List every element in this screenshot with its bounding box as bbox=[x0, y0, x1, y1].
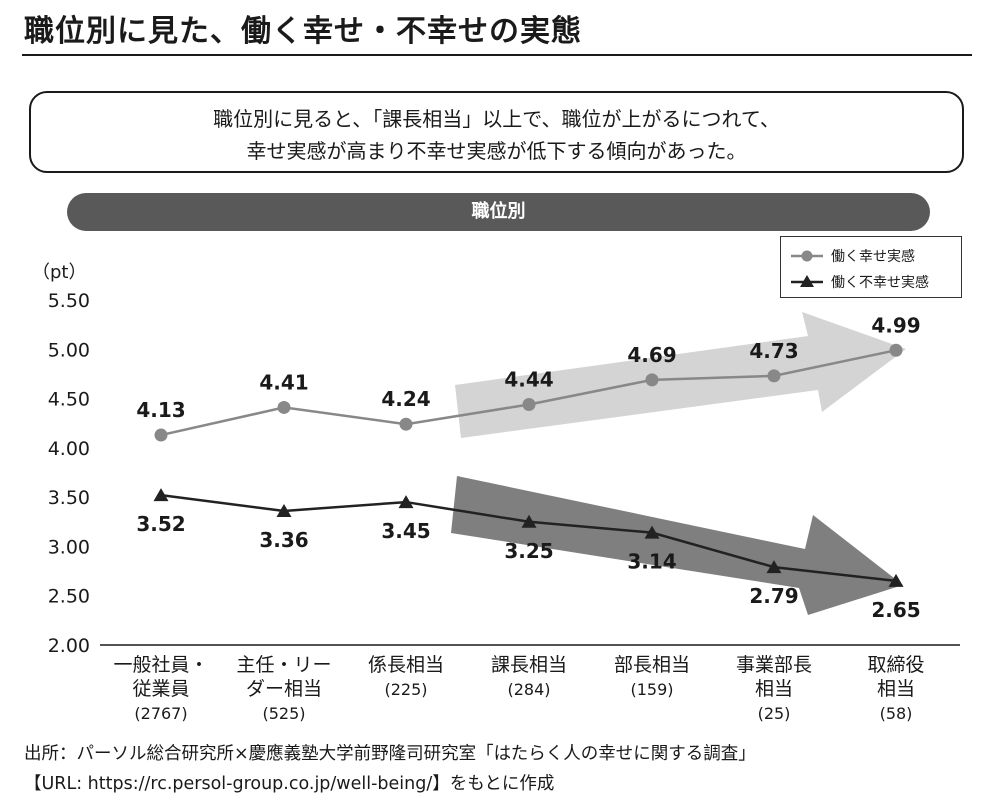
y-axis-unit: （pt） bbox=[32, 262, 87, 283]
data-label: 2.65 bbox=[871, 598, 920, 622]
x-category-label: (25) bbox=[758, 704, 791, 723]
legend-triangle-marker-icon bbox=[791, 275, 823, 287]
data-point bbox=[766, 560, 782, 574]
x-category-label: (2767) bbox=[134, 704, 187, 723]
y-tick-label: 4.00 bbox=[48, 438, 90, 460]
x-category-label: 従業員 bbox=[132, 678, 189, 700]
data-label: 4.44 bbox=[504, 367, 553, 391]
up-trend-arrow bbox=[455, 312, 906, 438]
data-label: 4.69 bbox=[627, 343, 676, 367]
chart-legend: 働く幸せ実感 働く不幸せ実感 bbox=[780, 236, 962, 298]
x-category-label: 係長相当 bbox=[368, 654, 444, 676]
data-label: 3.36 bbox=[259, 528, 308, 552]
y-tick-label: 3.00 bbox=[48, 536, 90, 558]
data-label: 4.13 bbox=[136, 398, 185, 422]
summary-box: 職位別に見ると、「課長相当」以上で、職位が上がるにつれて、 幸せ実感が高まり不幸… bbox=[29, 91, 964, 173]
data-point bbox=[277, 400, 291, 414]
data-label: 4.41 bbox=[259, 370, 308, 394]
x-category-label: 主任・リー bbox=[236, 654, 331, 676]
x-category-label: 相当 bbox=[755, 678, 793, 700]
section-pill: 職位別 bbox=[67, 193, 930, 231]
data-label: 3.14 bbox=[627, 550, 676, 574]
x-category-label: 課長相当 bbox=[491, 654, 567, 676]
y-tick-label: 5.00 bbox=[48, 339, 90, 361]
data-point bbox=[276, 503, 292, 517]
x-category-label: (225) bbox=[384, 680, 427, 699]
x-category-label: (58) bbox=[880, 704, 913, 723]
data-point bbox=[154, 428, 168, 442]
x-category-label: 部長相当 bbox=[614, 654, 690, 676]
data-label: 4.73 bbox=[749, 339, 798, 363]
data-label: 3.45 bbox=[381, 519, 430, 543]
data-label: 3.25 bbox=[504, 539, 553, 563]
data-point bbox=[521, 514, 537, 528]
y-tick-label: 2.00 bbox=[48, 635, 90, 657]
y-tick-label: 2.50 bbox=[48, 586, 90, 608]
data-point bbox=[644, 525, 660, 539]
data-point bbox=[767, 369, 781, 383]
x-category-label: (284) bbox=[507, 680, 550, 699]
source-note: 出所：パーソル総合研究所×慶應義塾大学前野隆司研究室「はたらく人の幸せに関する調… bbox=[24, 744, 756, 764]
data-point bbox=[399, 417, 413, 431]
x-category-label: (525) bbox=[262, 704, 305, 723]
data-point bbox=[398, 495, 414, 509]
legend-circle-marker-icon bbox=[791, 250, 823, 262]
data-point bbox=[889, 343, 903, 357]
y-tick-label: 3.50 bbox=[48, 487, 90, 509]
summary-line-2: 幸せ実感が高まり不幸せ実感が低下する傾向があった。 bbox=[246, 139, 747, 163]
y-tick-label: 5.50 bbox=[48, 290, 90, 312]
x-category-label: ダー相当 bbox=[246, 678, 322, 700]
source-url: 【URL: https://rc.persol-group.co.jp/well… bbox=[24, 774, 555, 794]
summary-line-1: 職位別に見ると、「課長相当」以上で、職位が上がるにつれて、 bbox=[213, 107, 780, 131]
data-point bbox=[522, 397, 536, 411]
title-rule bbox=[22, 54, 972, 56]
legend-item-unhappiness: 働く不幸せ実感 bbox=[781, 271, 961, 293]
x-category-label: 事業部長 bbox=[736, 654, 812, 676]
y-tick-label: 4.50 bbox=[48, 389, 90, 411]
x-category-label: 取締役 bbox=[867, 654, 924, 676]
data-point bbox=[645, 373, 659, 387]
legend-label: 働く幸せ実感 bbox=[831, 249, 915, 265]
page-title: 職位別に見た、働く幸せ・不幸せの実態 bbox=[24, 14, 582, 49]
x-category-label: 相当 bbox=[877, 678, 915, 700]
data-label: 2.79 bbox=[749, 584, 798, 608]
legend-label: 働く不幸せ実感 bbox=[831, 275, 929, 291]
line-chart: 5.50 5.00 4.50 4.00 3.50 3.00 2.50 2.00 一般社員・従業員… bbox=[48, 290, 960, 723]
x-category-label: 一般社員・ bbox=[113, 654, 208, 676]
data-label: 4.99 bbox=[871, 313, 920, 337]
data-label: 4.24 bbox=[381, 387, 430, 411]
legend-item-happiness: 働く幸せ実感 bbox=[781, 245, 961, 267]
x-category-label: (159) bbox=[630, 680, 673, 699]
data-label: 3.52 bbox=[136, 512, 185, 536]
data-point bbox=[153, 488, 169, 502]
down-trend-arrow bbox=[451, 476, 903, 615]
data-point bbox=[888, 573, 904, 587]
